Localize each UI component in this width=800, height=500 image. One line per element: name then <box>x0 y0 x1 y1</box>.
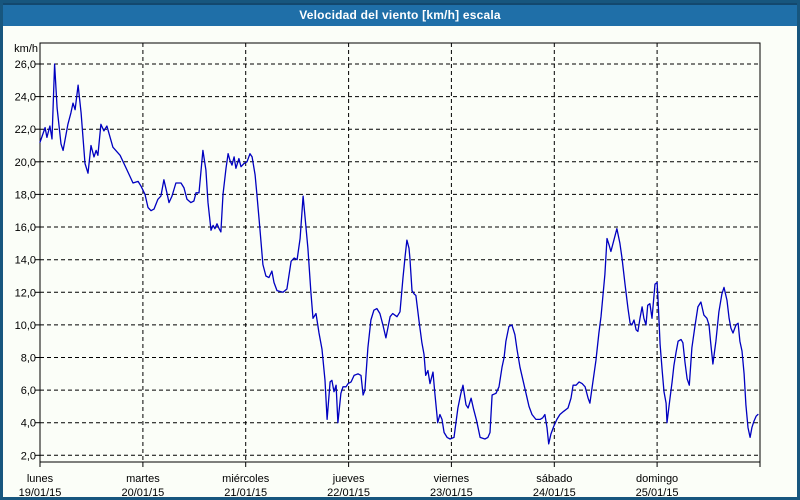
day-date-label: 25/01/15 <box>636 487 679 497</box>
y-tick-label: 6,0 <box>21 385 36 397</box>
day-name-label: sábado <box>536 473 572 485</box>
day-name-label: martes <box>126 473 160 485</box>
y-tick-label: 12,0 <box>15 287 36 299</box>
day-name-label: domingo <box>636 473 678 485</box>
y-tick-label: 22,0 <box>15 124 36 136</box>
y-tick-label: 24,0 <box>15 92 36 104</box>
day-date-label: 20/01/15 <box>121 487 164 497</box>
day-name-label: jueves <box>332 473 365 485</box>
y-axis-unit-label: km/h <box>14 43 38 55</box>
y-tick-label: 16,0 <box>15 222 36 234</box>
y-tick-label: 2,0 <box>21 450 36 462</box>
y-tick-label: 18,0 <box>15 189 36 201</box>
title-bar: Velocidad del viento [km/h] escala <box>3 3 797 26</box>
y-tick-label: 4,0 <box>21 418 36 430</box>
day-name-label: viernes <box>434 473 470 485</box>
y-tick-label: 20,0 <box>15 157 36 169</box>
chart-title: Velocidad del viento [km/h] escala <box>299 8 501 22</box>
day-date-label: 21/01/15 <box>224 487 267 497</box>
day-date-label: 22/01/15 <box>327 487 370 497</box>
plot-border <box>39 42 761 463</box>
day-date-label: 19/01/15 <box>19 487 62 497</box>
y-tick-label: 26,0 <box>15 59 36 71</box>
wind-speed-series-line <box>39 63 759 445</box>
day-name-label: lunes <box>27 473 54 485</box>
day-name-label: miércoles <box>222 473 270 485</box>
y-tick-label: 10,0 <box>15 320 36 332</box>
chart-area: 2,0 4,0 6,0 8,0 10,0 12,0 14,0 16,0 18,0 20,0 22,0… <box>3 26 797 497</box>
day-date-label: 24/01/15 <box>533 487 576 497</box>
y-tick-label: 14,0 <box>15 255 36 267</box>
wind-speed-line-chart: 2,0 4,0 6,0 8,0 10,0 12,0 14,0 16,0 18,0 20,0 22,0… <box>14 42 761 497</box>
day-date-label: 23/01/15 <box>430 487 473 497</box>
y-tick-label: 8,0 <box>21 353 36 365</box>
